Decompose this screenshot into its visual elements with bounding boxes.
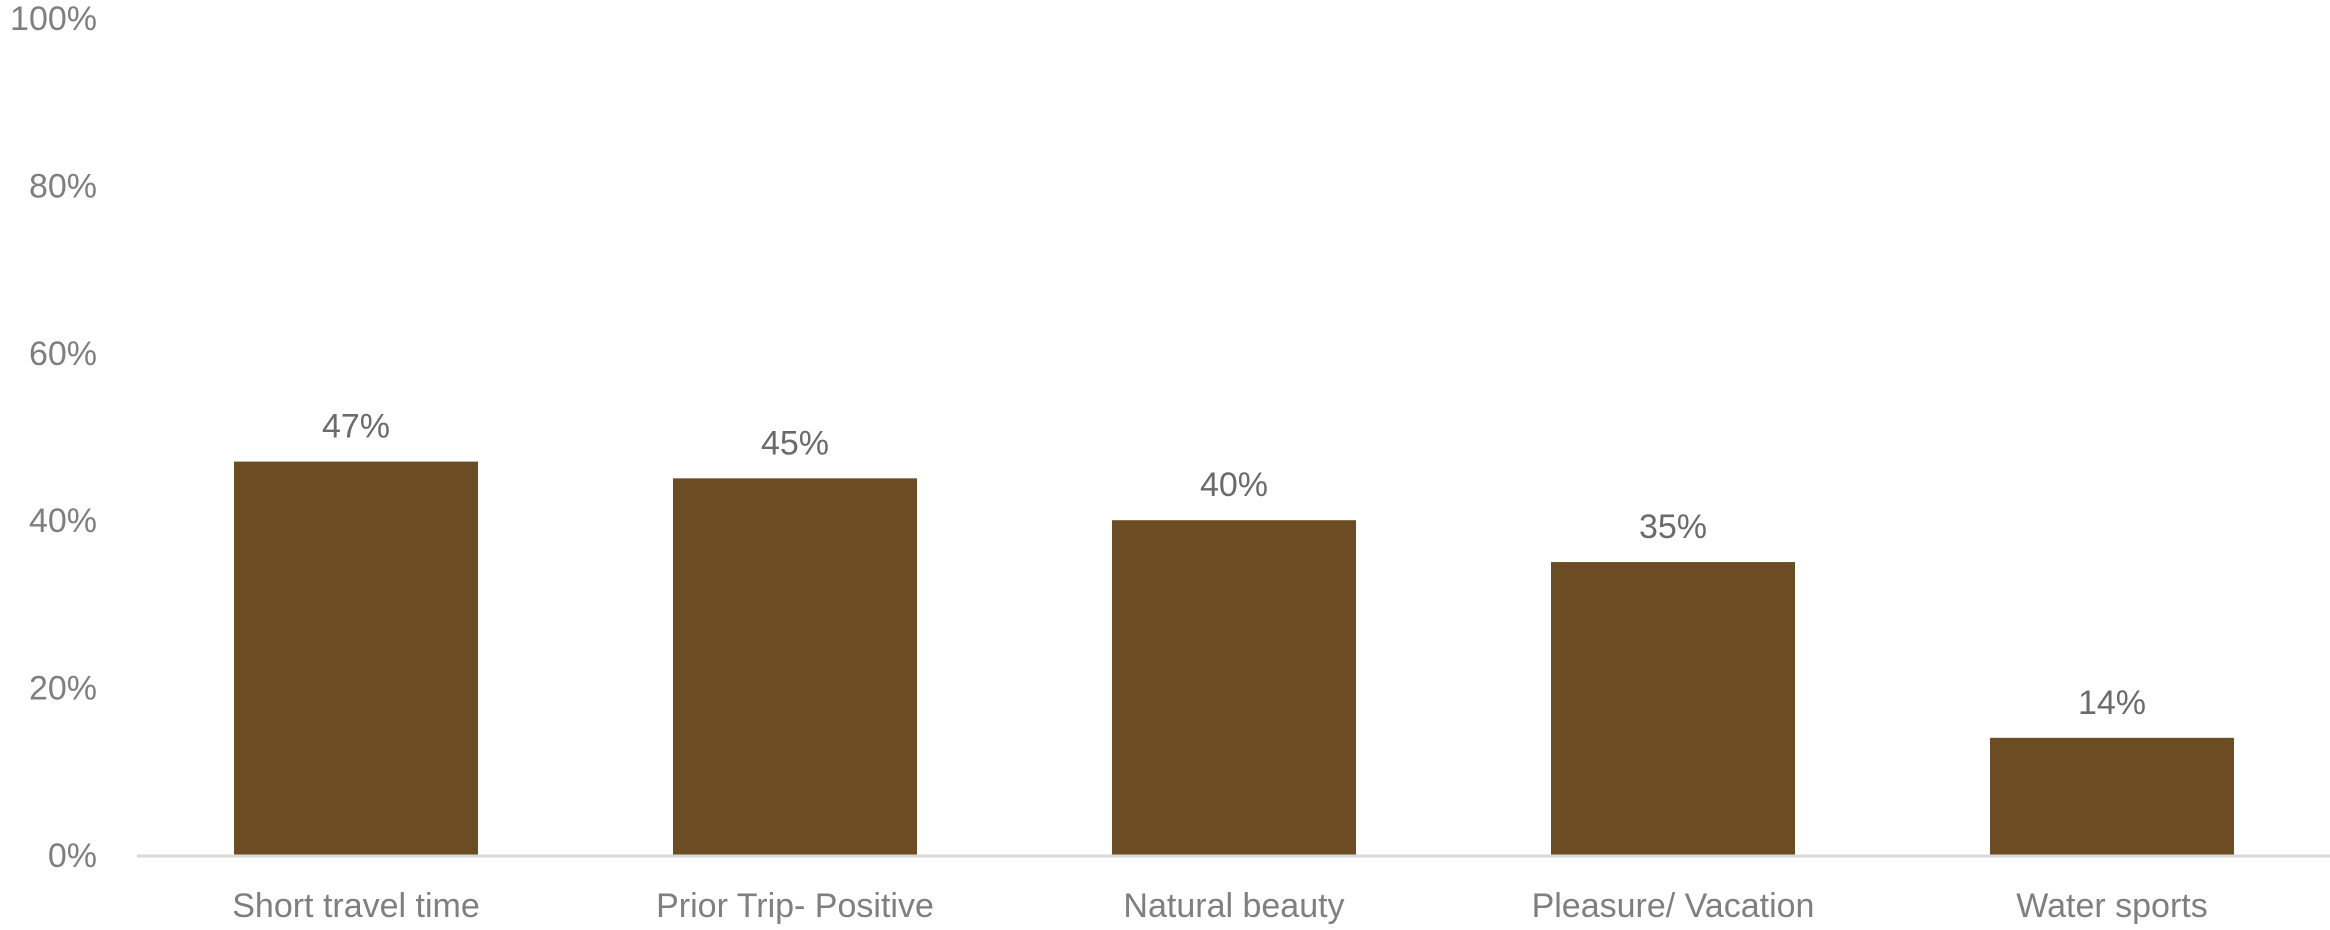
- y-tick-label: 0%: [48, 837, 97, 875]
- y-tick-label: 20%: [29, 670, 97, 708]
- y-tick-label: 40%: [29, 502, 97, 540]
- data-label: 35%: [1639, 508, 1707, 546]
- category-labels: Short travel time Prior Trip- Positive Nat…: [232, 887, 2207, 925]
- category-label: Short travel time: [232, 887, 480, 925]
- category-label: Natural beauty: [1123, 887, 1344, 925]
- bar: [234, 462, 478, 855]
- data-label: 47%: [322, 408, 390, 446]
- bar: [1551, 562, 1795, 855]
- category-label: Pleasure/ Vacation: [1532, 887, 1815, 925]
- y-tick-label: 60%: [29, 335, 97, 373]
- bar: [1112, 520, 1356, 855]
- y-axis-ticks: 0% 20% 40% 60% 80% 100%: [10, 0, 97, 875]
- data-label: 45%: [761, 424, 829, 462]
- bars: [234, 462, 2234, 855]
- category-label: Water sports: [2016, 887, 2207, 925]
- bar: [673, 478, 917, 855]
- data-label: 40%: [1200, 466, 1268, 504]
- y-tick-label: 80%: [29, 167, 97, 205]
- data-label: 14%: [2078, 684, 2146, 722]
- category-label: Prior Trip- Positive: [656, 887, 934, 925]
- bar: [1990, 738, 2234, 855]
- y-tick-label: 100%: [10, 0, 97, 38]
